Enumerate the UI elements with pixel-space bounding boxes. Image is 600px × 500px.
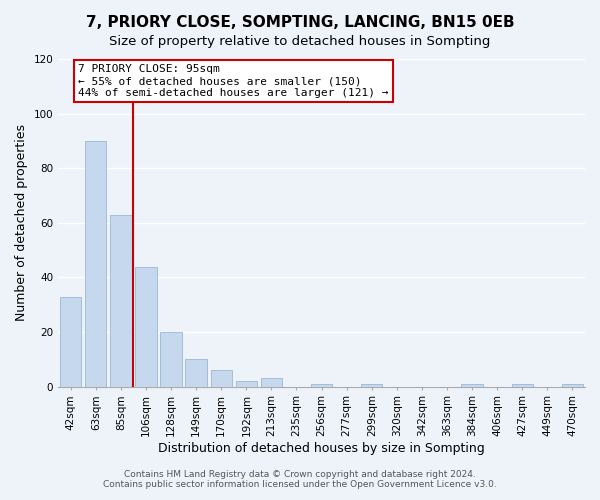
- Bar: [261, 378, 282, 386]
- Text: Contains HM Land Registry data © Crown copyright and database right 2024.
Contai: Contains HM Land Registry data © Crown c…: [103, 470, 497, 489]
- Text: Size of property relative to detached houses in Sompting: Size of property relative to detached ho…: [109, 35, 491, 48]
- Bar: [361, 384, 382, 386]
- Bar: [185, 360, 207, 386]
- Bar: [211, 370, 232, 386]
- Bar: [461, 384, 483, 386]
- X-axis label: Distribution of detached houses by size in Sompting: Distribution of detached houses by size …: [158, 442, 485, 455]
- Bar: [160, 332, 182, 386]
- Bar: [85, 141, 106, 386]
- Bar: [110, 214, 131, 386]
- Bar: [136, 266, 157, 386]
- Bar: [562, 384, 583, 386]
- Text: 7, PRIORY CLOSE, SOMPTING, LANCING, BN15 0EB: 7, PRIORY CLOSE, SOMPTING, LANCING, BN15…: [86, 15, 514, 30]
- Bar: [236, 381, 257, 386]
- Text: 7 PRIORY CLOSE: 95sqm
← 55% of detached houses are smaller (150)
44% of semi-det: 7 PRIORY CLOSE: 95sqm ← 55% of detached …: [78, 64, 389, 98]
- Bar: [512, 384, 533, 386]
- Y-axis label: Number of detached properties: Number of detached properties: [15, 124, 28, 322]
- Bar: [311, 384, 332, 386]
- Bar: [60, 296, 82, 386]
